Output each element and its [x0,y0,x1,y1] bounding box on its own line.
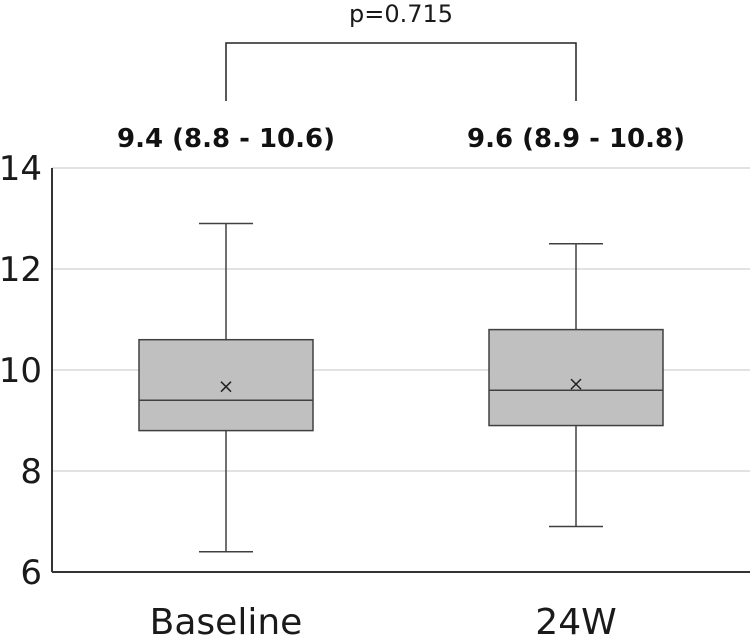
box-group-baseline [138,222,314,553]
iqr-box [488,328,664,427]
y-tick-label: 8 [20,452,42,492]
y-tick-label: 10 [0,351,42,391]
boxes [138,222,664,553]
significance-bracket [225,42,577,101]
mean-marker [570,378,582,390]
summary-label-baseline: 9.4 (8.8 - 10.6) [117,124,335,154]
y-tick-label: 6 [20,553,42,593]
box-group-24w [488,243,664,528]
mean-marker [220,381,232,393]
iqr-box [138,338,314,432]
x-category-label: 24W [535,602,616,636]
p-value-label: p=0.715 [349,0,453,28]
axes [51,168,750,573]
labels: 6 8 10 12 14 9.4 (8.8 - 10.6) Baseline 9.6 (8.9… [0,124,685,636]
y-tick-label: 14 [0,149,42,189]
summary-label-24w: 9.6 (8.9 - 10.8) [467,124,685,154]
x-category-label: Baseline [150,602,303,636]
significance-annotation: p=0.715 [225,0,577,101]
y-tick-label: 12 [0,250,42,290]
